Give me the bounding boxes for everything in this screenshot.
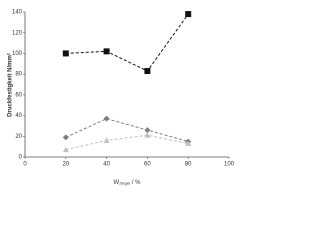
- marker: [62, 146, 69, 153]
- series-line: [65, 118, 189, 142]
- marker: [144, 132, 151, 138]
- marker: [103, 137, 110, 143]
- x-tick-label: 100: [224, 162, 235, 168]
- x-tick-label: 40: [103, 162, 110, 168]
- x-label-unit: / %: [130, 180, 141, 186]
- x-label-sub: Ziegel: [119, 181, 130, 186]
- marker: [103, 48, 110, 55]
- series-line: [65, 13, 189, 72]
- y-tick-label: 140: [12, 10, 23, 16]
- y-tick-label: 20: [15, 134, 22, 140]
- marker: [144, 68, 151, 75]
- y-tick-label: 0: [19, 155, 23, 161]
- marker: [62, 50, 69, 57]
- x-tick-label: 20: [62, 162, 69, 168]
- x-axis-label: WZiegel / %: [114, 180, 142, 186]
- y-tick-label: 80: [15, 72, 22, 78]
- y-tick-label: 60: [15, 92, 22, 98]
- marker: [144, 127, 151, 134]
- marker: [185, 140, 192, 146]
- x-tick-label: 0: [23, 162, 27, 168]
- marker: [103, 115, 110, 122]
- x-label-main: W: [114, 180, 120, 186]
- y-tick-label: 100: [12, 51, 23, 57]
- series-line: [65, 134, 189, 151]
- y-tick-label: 40: [15, 113, 22, 119]
- chart: Druckfestigkeit N/mm² WZiegel / % 0 20 40 6…: [7, 10, 235, 186]
- x-tick-label: 80: [185, 162, 192, 168]
- marker: [62, 134, 69, 141]
- y-tick-label: 120: [12, 30, 23, 36]
- marker: [185, 11, 192, 18]
- page: Druckfestigkeit N/mm² WZiegel / % 0 20 40 6…: [6, 9, 235, 186]
- y-axis-label: Druckfestigkeit N/mm²: [7, 53, 14, 117]
- x-tick-label: 60: [144, 162, 151, 168]
